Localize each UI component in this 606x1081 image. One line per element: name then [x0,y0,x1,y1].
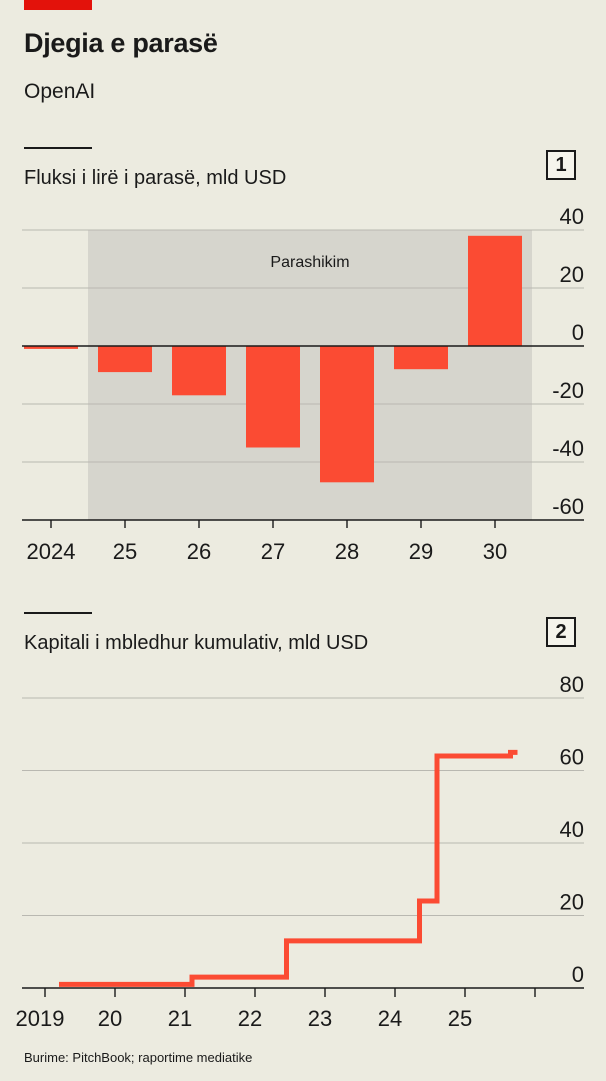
x-tick-label-23: 23 [308,1006,332,1031]
x-tick-label-25: 25 [113,539,137,564]
y-tick-label--40: -40 [552,436,584,461]
x-tick-label-21: 21 [168,1006,192,1031]
y-tick-label-40: 40 [560,817,584,842]
y-tick-label-60: 60 [560,745,584,770]
y-tick-label-20: 20 [560,262,584,287]
y-tick-label--60: -60 [552,494,584,519]
x-tick-label-20: 20 [98,1006,122,1031]
bar-26 [172,346,226,396]
chart1-rule [24,147,92,149]
x-tick-label-2019: 2019 [16,1006,65,1031]
chart2-title: Kapitali i mbledhur kumulativ, mld USD [24,632,369,654]
x-tick-label-26: 26 [187,539,211,564]
bar-25 [98,346,152,373]
y-tick-label-0: 0 [572,320,584,345]
chart1-title: Fluksi i lirë i parasë, mld USD [24,167,287,189]
line-chart-cumulative-capital: 80 60 40 20 0 2019 20 21 22 23 24 25 [16,672,584,1031]
x-tick-label-2024: 2024 [27,539,76,564]
chart2-number-badge: 2 [546,617,576,647]
x-tick-label-22: 22 [238,1006,262,1031]
y-tick-label-20: 20 [560,890,584,915]
x-tick-label-25: 25 [448,1006,472,1031]
x-tick-label-24: 24 [378,1006,402,1031]
x-tick-label-27: 27 [261,539,285,564]
series-line-0 [59,749,518,987]
y-tick-label-80: 80 [560,672,584,697]
page-subtitle: OpenAI [24,80,96,103]
bar-27 [246,346,300,448]
x-tick-label-30: 30 [483,539,507,564]
chart1-number-badge: 1 [546,150,576,180]
y-tick-label-40: 40 [560,204,584,229]
x-tick-label-29: 29 [409,539,433,564]
chart2-rule [24,612,92,614]
source-note: Burime: PitchBook; raportime mediatike [24,1050,253,1065]
bar-30 [468,235,522,346]
forecast-annotation: Parashikim [270,254,349,271]
bar-chart-free-cash-flow: Parashikim 40 20 0 -20 -40 -60 2024 25 26 27 28 29 30 [22,204,584,564]
x-tick-label-28: 28 [335,539,359,564]
bar-29 [394,346,448,370]
forecast-shaded-region [88,230,532,520]
bar-2024 [24,346,78,349]
page-title: Djegia e parasë [24,28,218,58]
y-tick-label-0: 0 [572,962,584,987]
y-tick-label--20: -20 [552,378,584,403]
bar-28 [320,346,374,483]
accent-bar [24,0,92,10]
